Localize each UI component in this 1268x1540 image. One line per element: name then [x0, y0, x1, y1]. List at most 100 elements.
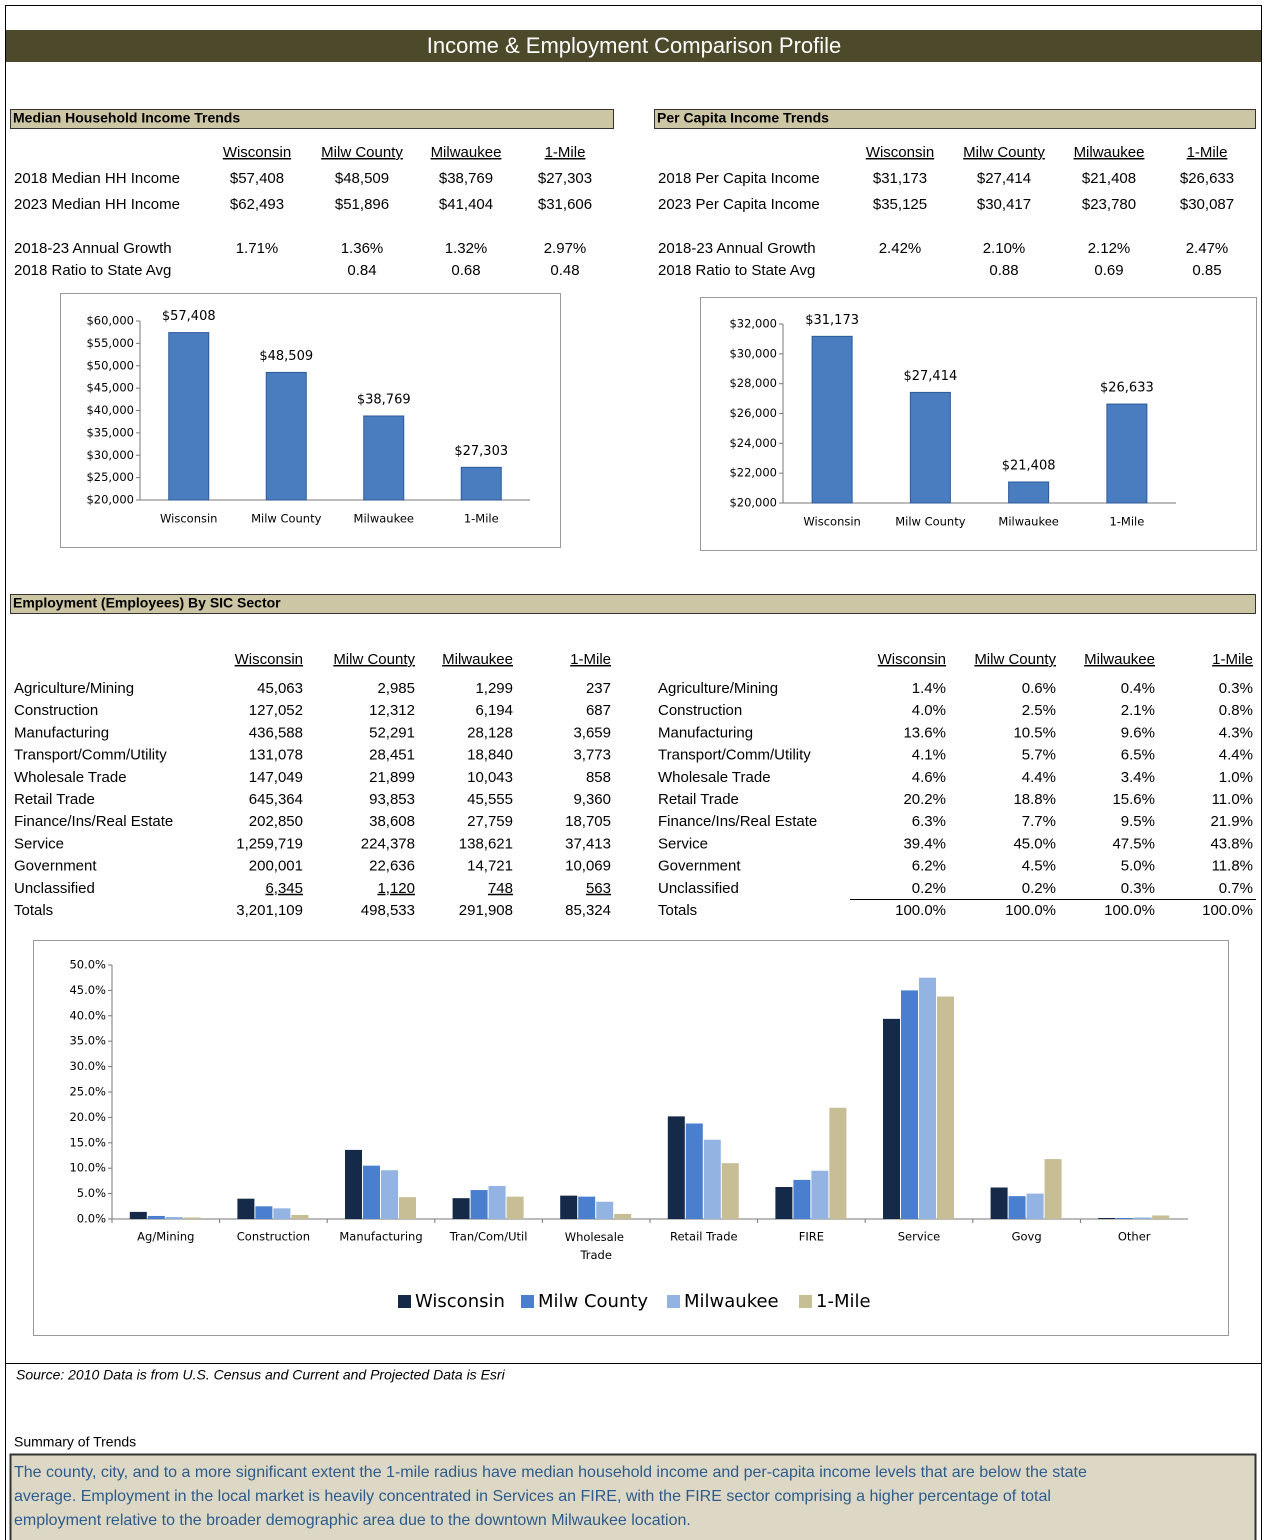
- table-cell: 224,378: [361, 835, 415, 852]
- table-cell: 10,043: [467, 769, 513, 786]
- bar: [596, 1201, 614, 1219]
- x-tick-label: FIRE: [799, 1230, 824, 1244]
- table-cell: 45,555: [467, 791, 513, 808]
- bar: [129, 1211, 147, 1219]
- row-label: 2018 Ratio to State Avg: [14, 262, 171, 279]
- section-title: Per Capita Income Trends: [657, 110, 829, 126]
- column-header: Wisconsin: [866, 144, 934, 161]
- table-cell: 10.5%: [1013, 724, 1056, 741]
- table-cell: 0.6%: [1022, 680, 1056, 697]
- table-cell: 0.2%: [1022, 880, 1056, 897]
- table-cell: 0.88: [989, 262, 1018, 279]
- table-cell: $62,493: [230, 196, 284, 213]
- table-cell: 43.8%: [1210, 835, 1253, 852]
- table-cell: 47.5%: [1112, 835, 1155, 852]
- x-tick-label: Milwaukee: [998, 515, 1058, 529]
- chart-frame: [33, 940, 1229, 1336]
- column-header: 1-Mile: [1187, 144, 1228, 161]
- row-label: 2018 Per Capita Income: [658, 170, 820, 187]
- column-header: 1-Mile: [1212, 651, 1253, 668]
- table-cell: 13.6%: [903, 724, 946, 741]
- x-tick-label: 1-Mile: [464, 512, 499, 526]
- table-cell: 131,078: [249, 747, 303, 764]
- legend-label: 1-Mile: [816, 1291, 871, 1312]
- chart-frame: [60, 293, 561, 548]
- table-cell: $31,173: [873, 170, 927, 187]
- row-label: Retail Trade: [14, 791, 95, 808]
- summary-label: Summary of Trends: [14, 1434, 136, 1450]
- bar: [168, 332, 210, 501]
- value-label: $21,408: [1002, 458, 1056, 473]
- table-cell: 18,705: [565, 813, 611, 830]
- table-cell: 4.5%: [1022, 858, 1056, 875]
- y-tick-label: 30.0%: [69, 1059, 106, 1073]
- chart-frame: [700, 297, 1257, 551]
- bar: [1008, 1196, 1026, 1219]
- x-tick-label: Construction: [237, 1230, 310, 1244]
- row-label: Finance/Ins/Real Estate: [14, 813, 173, 830]
- source-note: Source: 2010 Data is from U.S. Census an…: [16, 1367, 506, 1383]
- table-cell: 200,001: [249, 858, 303, 875]
- y-tick-label: $60,000: [86, 314, 134, 328]
- value-label: $27,303: [454, 444, 508, 459]
- bar: [237, 1198, 255, 1219]
- y-tick-label: $30,000: [729, 346, 777, 360]
- table-cell: $21,408: [1082, 170, 1136, 187]
- column-header: Milwaukee: [431, 144, 502, 161]
- column-header: Milw County: [321, 144, 403, 161]
- table-cell: 2.42%: [879, 240, 922, 257]
- table-cell: 100.0%: [895, 902, 946, 919]
- table-cell: 2.1%: [1121, 702, 1155, 719]
- table-cell: 1.32%: [445, 240, 488, 257]
- summary-text: The county, city, and to a more signific…: [14, 1464, 1087, 1481]
- row-label: Unclassified: [14, 880, 95, 897]
- row-label: Government: [658, 858, 741, 875]
- table-cell: 2.47%: [1186, 240, 1229, 257]
- bar: [811, 335, 853, 504]
- y-tick-label: $28,000: [729, 376, 777, 390]
- y-tick-label: 40.0%: [69, 1008, 106, 1022]
- table-cell: 0.48: [550, 262, 579, 279]
- table-cell: 45,063: [257, 680, 303, 697]
- table-cell: 1,299: [475, 680, 513, 697]
- bar: [614, 1213, 632, 1219]
- bar: [901, 990, 918, 1219]
- bar: [1098, 1217, 1116, 1219]
- table-cell: 9.6%: [1121, 724, 1155, 741]
- table-cell: 9.5%: [1121, 813, 1155, 830]
- x-tick-label: Milwaukee: [354, 512, 414, 526]
- x-tick-label: Retail Trade: [670, 1230, 738, 1244]
- y-tick-label: $35,000: [86, 425, 134, 439]
- bar: [578, 1196, 596, 1219]
- section-title: Employment (Employees) By SIC Sector: [13, 595, 281, 611]
- bar: [470, 1190, 488, 1219]
- column-header: Milw County: [963, 144, 1045, 161]
- table-cell: 100.0%: [1104, 902, 1155, 919]
- y-tick-label: 5.0%: [77, 1186, 106, 1200]
- bar: [909, 391, 951, 504]
- table-cell: $27,414: [977, 170, 1031, 187]
- legend-label: Milw County: [538, 1291, 648, 1312]
- bar: [265, 371, 307, 501]
- table-cell: 748: [488, 880, 513, 897]
- table-cell: $30,087: [1180, 196, 1234, 213]
- table-cell: 5.7%: [1022, 747, 1056, 764]
- table-cell: 85,324: [565, 902, 611, 919]
- y-tick-label: $25,000: [86, 470, 134, 484]
- table-cell: 28,128: [467, 724, 513, 741]
- table-cell: 291,908: [459, 902, 513, 919]
- table-cell: $31,606: [538, 196, 592, 213]
- bar: [255, 1206, 273, 1219]
- x-tick-label: Milw County: [251, 512, 322, 526]
- column-header: Milw County: [333, 651, 415, 668]
- table-cell: 11.0%: [1212, 791, 1253, 808]
- table-cell: 38,608: [369, 813, 415, 830]
- bar: [685, 1123, 703, 1219]
- x-tick-label: Other: [1118, 1230, 1151, 1244]
- section-header: [654, 109, 1256, 129]
- legend-swatch: [521, 1295, 534, 1308]
- table-cell: 45.0%: [1013, 835, 1056, 852]
- row-label: Construction: [658, 702, 742, 719]
- table-cell: 436,588: [249, 724, 303, 741]
- table-cell: $38,769: [439, 170, 493, 187]
